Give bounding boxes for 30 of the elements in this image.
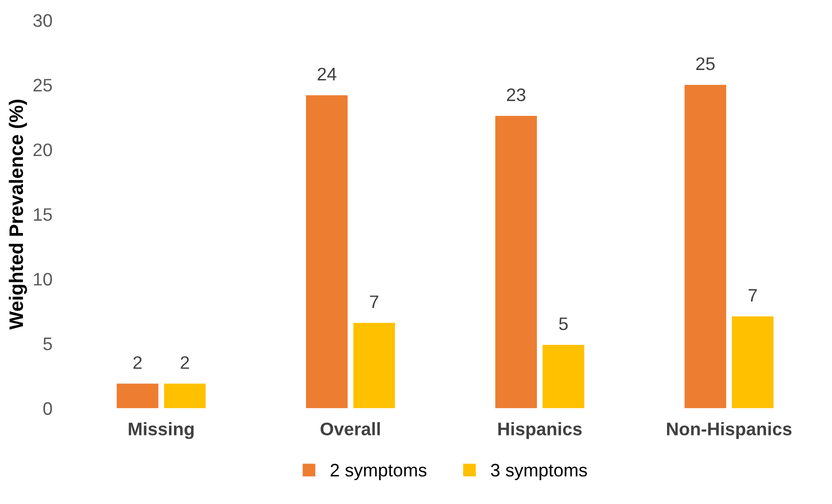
y-axis-title: Weighted Prevalence (%): [8, 100, 28, 330]
data-label: 23: [506, 88, 526, 102]
bar: [495, 116, 537, 408]
y-tick-label: 5: [43, 338, 52, 350]
bar: [116, 384, 158, 408]
bar: [353, 322, 395, 408]
bar: [542, 344, 584, 408]
x-tick-label: Missing: [128, 422, 194, 440]
legend-label: 2 symptoms: [330, 464, 426, 480]
bar: [164, 384, 206, 408]
y-tick-label: 10: [34, 272, 52, 286]
y-tick-label: 15: [34, 208, 52, 221]
data-label: 7: [370, 296, 378, 308]
x-tick-label: Non-Hispanics: [667, 422, 792, 439]
y-tick-label: 30: [33, 14, 52, 27]
data-label: 7: [748, 289, 757, 302]
legend-label: 3 symptoms: [490, 464, 587, 480]
x-tick-label: Hispanics: [498, 422, 582, 439]
y-tick-label: 0: [43, 402, 52, 415]
data-label: 25: [696, 57, 715, 70]
data-label: 5: [559, 318, 568, 330]
bar: [684, 84, 726, 408]
y-tick-label: 25: [34, 78, 52, 92]
data-label: 2: [133, 356, 142, 369]
bar: [306, 95, 348, 408]
y-tick-label: 20: [34, 143, 52, 156]
x-tick-label: Overall: [320, 422, 380, 436]
bar: [732, 316, 774, 408]
data-label: 2: [180, 356, 189, 369]
data-label: 24: [318, 68, 336, 80]
